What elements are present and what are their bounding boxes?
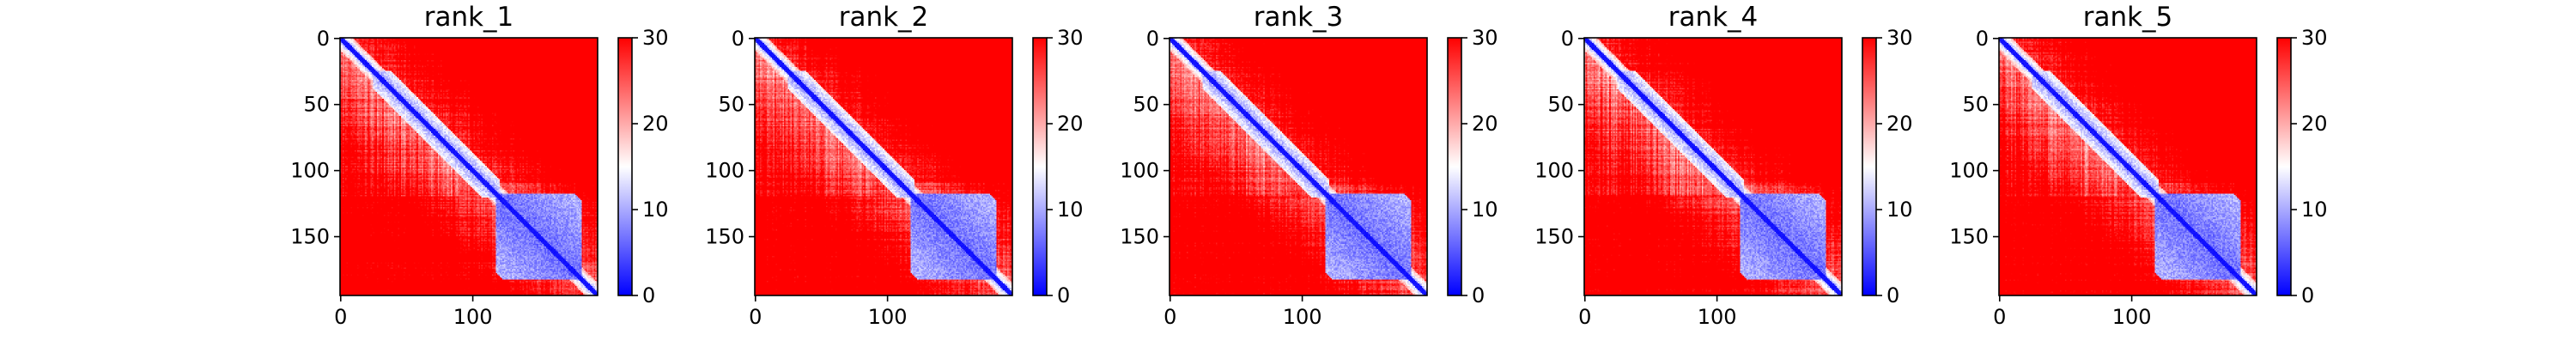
colorbar-tick-label: 30 — [642, 26, 669, 50]
y-tick-label: 100 — [1534, 159, 1574, 183]
y-tick-label: 0 — [317, 27, 330, 51]
x-tick-label: 0 — [1578, 305, 1591, 329]
heatmap-panel-4: rank_4 0 50 100 150 0 100 0 10 20 30 — [1534, 2, 1912, 329]
y-tick-label: 150 — [1120, 225, 1159, 249]
y-tick-label: 50 — [1133, 93, 1159, 117]
colorbar-tick-label: 0 — [642, 283, 655, 307]
colorbar-frame — [2276, 37, 2292, 296]
x-tick-label: 100 — [2112, 305, 2152, 329]
y-tick-label: 150 — [1949, 225, 1989, 249]
colorbar — [1033, 38, 1047, 295]
panel-title: rank_4 — [1668, 2, 1759, 33]
y-tick-label: 50 — [1962, 93, 1989, 117]
heatmap-image — [1999, 38, 2257, 295]
colorbar — [618, 38, 632, 295]
axes-frame — [1998, 37, 2257, 296]
y-tick-label: 50 — [718, 93, 744, 117]
y-tick-label: 0 — [732, 27, 744, 51]
colorbar-frame — [1032, 37, 1048, 296]
x-tick-label: 0 — [1163, 305, 1176, 329]
x-tick-label: 0 — [334, 305, 347, 329]
y-tick-label: 100 — [1949, 159, 1989, 183]
y-tick-label: 100 — [705, 159, 744, 183]
colorbar — [1862, 38, 1876, 295]
y-tick-label: 100 — [1120, 159, 1159, 183]
colorbar-tick-label: 30 — [1472, 26, 1498, 50]
heatmap-panel-2: rank_2 0 50 100 150 0 100 0 10 20 30 — [705, 2, 1083, 329]
colorbar — [2277, 38, 2291, 295]
x-tick-label: 0 — [749, 305, 762, 329]
heatmap-image — [1584, 38, 1842, 295]
colorbar — [1448, 38, 1461, 295]
y-tick-label: 0 — [1561, 27, 1574, 51]
colorbar-tick-label: 20 — [1886, 112, 1913, 136]
colorbar-tick-label: 10 — [1057, 198, 1084, 222]
heatmap-image — [755, 38, 1012, 295]
panel-title: rank_1 — [424, 2, 514, 33]
colorbar-tick-label: 30 — [1057, 26, 1084, 50]
axes-frame — [339, 37, 598, 296]
panel-title: rank_3 — [1254, 2, 1344, 33]
axes-frame — [1583, 37, 1843, 296]
colorbar-tick-label: 20 — [2301, 112, 2328, 136]
y-tick-label: 150 — [290, 225, 330, 249]
axes-frame — [754, 37, 1013, 296]
colorbar-tick-label: 10 — [2301, 198, 2328, 222]
panel-title: rank_2 — [839, 2, 929, 33]
colorbar-tick-label: 20 — [1472, 112, 1498, 136]
x-tick-label: 100 — [1283, 305, 1322, 329]
y-tick-label: 50 — [1547, 93, 1574, 117]
colorbar-frame — [1447, 37, 1462, 296]
x-tick-label: 100 — [453, 305, 493, 329]
colorbar-tick-label: 0 — [1472, 283, 1485, 307]
heatmap-image — [1170, 38, 1427, 295]
axes-frame — [1169, 37, 1428, 296]
y-tick-label: 100 — [290, 159, 330, 183]
x-tick-label: 0 — [1993, 305, 2006, 329]
colorbar-tick-label: 10 — [1472, 198, 1498, 222]
colorbar-tick-label: 10 — [642, 198, 669, 222]
colorbar-frame — [1862, 37, 1877, 296]
heatmap-image — [340, 38, 598, 295]
colorbar-tick-label: 30 — [2301, 26, 2328, 50]
panel-title: rank_5 — [2083, 2, 2173, 33]
colorbar-tick-label: 20 — [642, 112, 669, 136]
colorbar-tick-label: 0 — [2301, 283, 2314, 307]
heatmap-panel-1: rank_1 0 50 100 150 0 100 0 10 20 30 — [290, 2, 668, 329]
y-tick-label: 0 — [1976, 27, 1989, 51]
y-tick-label: 150 — [705, 225, 744, 249]
colorbar-tick-label: 0 — [1057, 283, 1070, 307]
heatmap-panel-3: rank_3 0 50 100 150 0 100 0 10 20 30 — [1120, 2, 1498, 329]
x-tick-label: 100 — [1698, 305, 1737, 329]
colorbar-tick-label: 0 — [1886, 283, 1899, 307]
colorbar-frame — [617, 37, 633, 296]
colorbar-tick-label: 20 — [1057, 112, 1084, 136]
heatmap-panel-5: rank_5 0 50 100 150 0 100 0 10 20 30 — [1949, 2, 2327, 329]
x-tick-label: 100 — [868, 305, 908, 329]
colorbar-tick-label: 30 — [1886, 26, 1913, 50]
y-tick-label: 50 — [303, 93, 330, 117]
y-tick-label: 0 — [1146, 27, 1159, 51]
y-tick-label: 150 — [1534, 225, 1574, 249]
colorbar-tick-label: 10 — [1886, 198, 1913, 222]
